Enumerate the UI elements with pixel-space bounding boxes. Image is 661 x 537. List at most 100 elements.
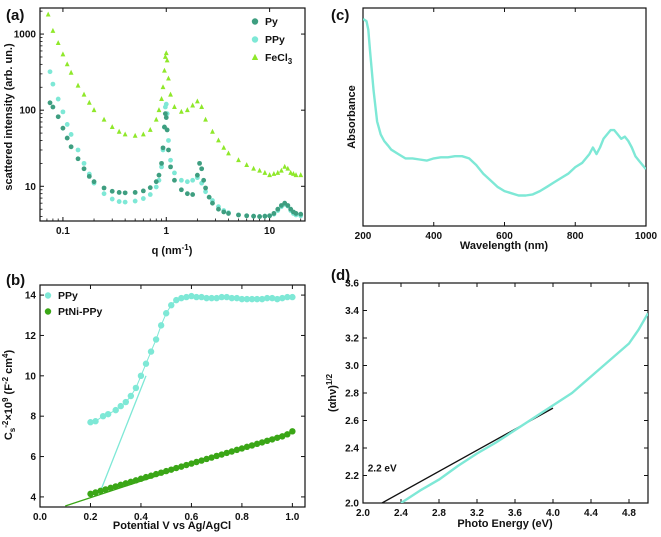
x-tick-label: 1000 (635, 231, 658, 242)
y-tick-label: 10 (25, 371, 37, 382)
data-point (173, 464, 180, 472)
x-tick-label: 0.0 (33, 512, 47, 523)
data-point (162, 310, 170, 317)
data-point (193, 293, 200, 301)
data-point (81, 91, 87, 97)
data-point (60, 109, 66, 115)
data-point (91, 179, 97, 185)
x-tick-label: 0.2 (84, 512, 98, 523)
y-axis-title-part: s (8, 427, 17, 432)
plot-area (65, 292, 296, 507)
y-axis-title-part: 9 (1, 397, 10, 402)
data-point (257, 214, 262, 219)
x-tick-label: 10 (264, 226, 276, 237)
data-point (213, 452, 220, 460)
data-point (101, 116, 107, 122)
data-point (50, 27, 56, 33)
x-tick-label: 1.0 (285, 512, 299, 523)
data-point (257, 167, 262, 173)
plot-area (45, 11, 304, 219)
data-point (221, 209, 227, 215)
data-point (262, 169, 268, 175)
data-point (147, 192, 153, 197)
data-point (162, 67, 167, 73)
data-point (159, 96, 164, 101)
y-tick-label: 10 (25, 182, 37, 193)
data-point (91, 107, 97, 113)
data-point (122, 199, 128, 205)
y-tick-label: 3.0 (345, 361, 359, 372)
panel-label: (c) (331, 7, 349, 24)
data-point (137, 372, 145, 380)
data-point (163, 115, 169, 120)
y-tick-label: 100 (19, 106, 36, 117)
data-point (293, 211, 299, 216)
data-point (197, 160, 202, 166)
data-point (86, 173, 92, 179)
data-point (168, 164, 173, 170)
panel-label: (a) (6, 7, 24, 24)
data-point (81, 160, 87, 166)
data-point (132, 384, 140, 392)
chart-panel-a: (a) 0.1 1 10 10 100 1000 q (nm-1) scattered inte… (3, 7, 306, 257)
data-point (253, 295, 261, 303)
legend: PPy PtNi-PPy (44, 290, 103, 318)
data-point (55, 96, 61, 102)
data-point (152, 336, 160, 343)
data-point (208, 454, 215, 461)
data-point (284, 431, 291, 438)
x-tick-label: 1 (163, 226, 169, 237)
data-point (178, 108, 184, 114)
data-point (68, 144, 74, 150)
data-point (112, 406, 119, 414)
data-point (75, 156, 81, 162)
data-point (173, 296, 180, 304)
y-tick-label: 4 (30, 492, 36, 503)
data-point (68, 69, 74, 75)
data-point (218, 293, 225, 301)
data-point (64, 135, 70, 141)
data-point (81, 166, 87, 172)
data-point (50, 104, 56, 110)
data-point (163, 50, 169, 56)
data-point (47, 100, 53, 106)
data-point (271, 211, 277, 216)
data-point (183, 293, 190, 301)
data-point (140, 131, 146, 137)
data-point (178, 187, 184, 193)
data-point (282, 163, 288, 169)
series-spectrum (363, 17, 646, 197)
data-point (168, 466, 175, 473)
data-point (289, 293, 296, 301)
data-point (168, 301, 175, 309)
data-point (117, 481, 124, 488)
data-point (147, 126, 153, 132)
data-point (285, 165, 291, 171)
data-point (166, 138, 171, 143)
data-point (157, 469, 165, 476)
y-axis-title-part: -2 (1, 420, 10, 428)
data-point (216, 137, 221, 143)
x-axis-title-end: ) (189, 245, 193, 257)
data-point (116, 128, 122, 134)
y-tick-label: 8 (30, 412, 36, 423)
y-axis-title-part: (F (3, 384, 15, 398)
panel-label: (d) (331, 267, 350, 284)
legend-marker (44, 308, 52, 315)
x-axis-title: Potential V vs Ag/AgCl (113, 520, 231, 532)
legend-label-sub: 3 (288, 57, 293, 66)
data-point (216, 206, 221, 212)
data-point (117, 402, 124, 410)
y-axis-title: (αhν)1/2 (325, 373, 339, 412)
data-point (298, 172, 304, 178)
data-point (210, 200, 215, 206)
series-PtNi-PPy (87, 428, 296, 498)
plot-frame (362, 282, 649, 504)
data-point (159, 160, 164, 166)
data-point (279, 294, 286, 302)
data-point (199, 166, 205, 172)
y-tick-label: 12 (25, 331, 37, 342)
x-tick-label: 600 (496, 231, 513, 242)
data-point (201, 177, 207, 183)
data-point (162, 467, 170, 475)
